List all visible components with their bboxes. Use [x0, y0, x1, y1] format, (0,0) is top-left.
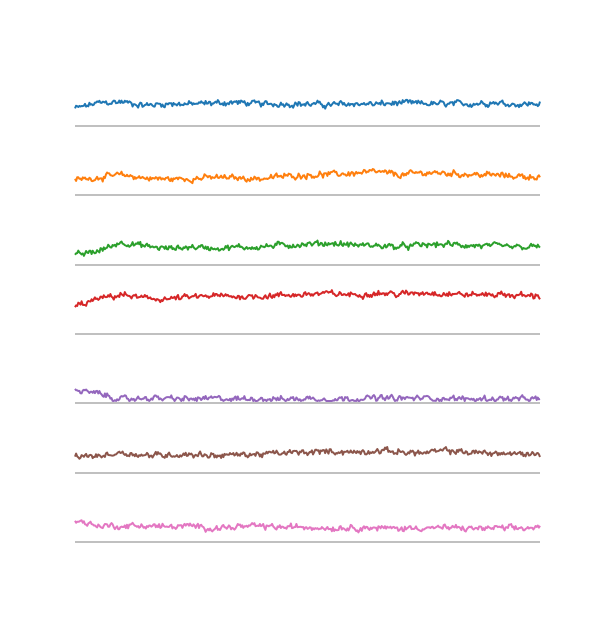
series-3-line [74, 239, 541, 257]
series-7-line [74, 519, 541, 534]
series-1-line [74, 98, 541, 110]
series-6-line [74, 446, 541, 460]
series-4-line [74, 289, 541, 308]
chart-panels [74, 98, 541, 543]
series-5-line [74, 388, 541, 402]
series-2-line [74, 168, 541, 185]
